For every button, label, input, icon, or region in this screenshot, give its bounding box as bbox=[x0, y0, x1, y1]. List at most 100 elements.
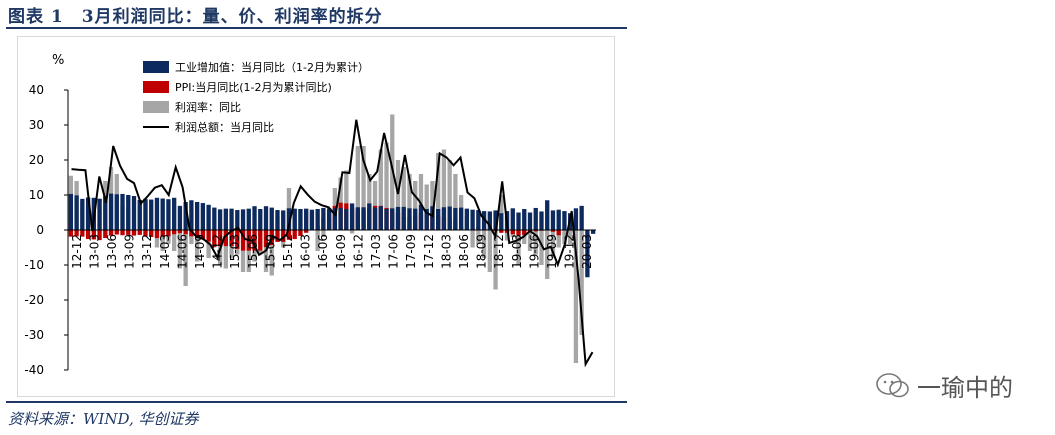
ppi-bar bbox=[131, 230, 137, 236]
industrial-output-bar bbox=[166, 199, 171, 230]
profit-margin-bar bbox=[562, 230, 567, 244]
industrial-output-bar bbox=[481, 211, 487, 230]
x-tick-label: 18-09 bbox=[475, 234, 489, 269]
industrial-output-bar bbox=[286, 208, 292, 230]
industrial-output-bar bbox=[390, 208, 395, 230]
ppi-bar bbox=[550, 230, 556, 232]
watermark-text: 一瑜中的 bbox=[917, 374, 1013, 402]
x-tick-label: 15-03 bbox=[228, 234, 242, 269]
industrial-output-bar bbox=[326, 208, 332, 230]
ppi-bar bbox=[120, 230, 125, 236]
industrial-output-bar bbox=[533, 207, 538, 230]
industrial-output-bar bbox=[85, 197, 91, 230]
ppi-bar bbox=[510, 230, 515, 235]
ppi-bar bbox=[499, 230, 504, 233]
ppi-bar bbox=[252, 230, 257, 251]
industrial-output-bar bbox=[418, 204, 424, 230]
ppi-bar bbox=[298, 230, 303, 236]
ppi-bar bbox=[200, 230, 206, 240]
profit-margin-bar bbox=[269, 230, 274, 276]
y-tick-label: -30 bbox=[24, 328, 44, 342]
profit-margin-bar bbox=[413, 181, 418, 230]
industrial-output-bar bbox=[384, 209, 389, 230]
ppi-bar bbox=[126, 230, 131, 235]
profit-margin-bar bbox=[177, 230, 183, 269]
profit-margin-bar bbox=[424, 184, 429, 230]
industrial-output-bar bbox=[447, 206, 452, 230]
profit-margin-bar bbox=[154, 230, 160, 248]
ppi-bar bbox=[217, 230, 223, 247]
ppi-bar bbox=[194, 230, 200, 238]
x-tick-label: 17-09 bbox=[404, 234, 418, 269]
industrial-output-bar bbox=[355, 207, 360, 230]
industrial-output-bar bbox=[206, 204, 211, 230]
profit-margin-bar bbox=[579, 230, 584, 335]
profit-margin-bar bbox=[499, 195, 504, 230]
legend-label: PPI:当月同比(1-2月为累计同比) bbox=[175, 80, 332, 94]
ppi-bar bbox=[533, 230, 538, 232]
industrial-output-bar bbox=[401, 206, 406, 230]
industrial-output-bar bbox=[464, 208, 470, 230]
title-rule bbox=[6, 27, 627, 29]
ppi-bar bbox=[74, 230, 79, 237]
source-note: 资料来源：WIND, 华创证券 bbox=[8, 410, 199, 428]
profit-margin-bar bbox=[321, 230, 326, 237]
industrial-output-bar bbox=[229, 208, 234, 230]
x-tick-label: 16-09 bbox=[334, 234, 348, 269]
x-tick-label: 14-03 bbox=[158, 234, 172, 269]
x-tick-label: 17-06 bbox=[387, 234, 401, 269]
y-tick-label: 10 bbox=[29, 188, 44, 202]
industrial-output-bar bbox=[407, 208, 412, 230]
x-tick-label: 18-03 bbox=[439, 234, 453, 269]
industrial-output-bar bbox=[378, 206, 383, 230]
profit-margin-bar bbox=[355, 146, 360, 230]
y-unit-label: % bbox=[52, 53, 64, 68]
industrial-output-bar bbox=[367, 203, 372, 230]
x-tick-label: 18-06 bbox=[457, 234, 471, 269]
industrial-output-bar bbox=[413, 208, 418, 230]
industrial-output-bar bbox=[556, 209, 561, 230]
ppi-bar bbox=[258, 230, 263, 251]
industrial-output-bar bbox=[68, 193, 74, 230]
x-tick-label: 16-12 bbox=[351, 234, 365, 269]
industrial-output-bar bbox=[177, 205, 183, 230]
x-tick-label: 19-12 bbox=[563, 234, 577, 269]
ppi-bar bbox=[85, 230, 91, 240]
ppi-bar bbox=[80, 230, 85, 237]
industrial-output-bar bbox=[298, 209, 303, 230]
industrial-output-bar bbox=[516, 212, 521, 230]
legend-swatch bbox=[143, 101, 169, 113]
industrial-output-bar bbox=[458, 207, 464, 230]
industrial-output-bar bbox=[430, 206, 435, 230]
ppi-bar bbox=[114, 230, 119, 235]
industrial-output-bar bbox=[246, 208, 251, 230]
industrial-output-bar bbox=[590, 230, 596, 234]
industrial-output-bar bbox=[108, 193, 114, 230]
ppi-bar bbox=[286, 230, 292, 240]
ppi-bar bbox=[137, 230, 142, 235]
x-tick-label: 14-06 bbox=[175, 234, 189, 269]
ppi-bar bbox=[522, 230, 527, 235]
x-tick-label: 17-03 bbox=[369, 234, 383, 269]
profit-margin-bar bbox=[533, 230, 538, 255]
industrial-output-bar bbox=[189, 200, 194, 230]
x-tick-label: 14-12 bbox=[211, 234, 225, 269]
ppi-bar bbox=[172, 230, 177, 235]
y-tick-label: 40 bbox=[29, 83, 44, 97]
x-tick-label: 15-06 bbox=[246, 234, 260, 269]
profit-margin-bar bbox=[246, 230, 251, 272]
industrial-output-bar bbox=[424, 209, 429, 230]
profit-margin-bar bbox=[407, 174, 412, 230]
profit-margin-bar bbox=[573, 230, 579, 363]
chart-frame: % 40 30 20 10 0 -10 -20 -30 -40 12-12 13-03 13-06 13-… bbox=[17, 36, 615, 397]
industrial-output-bar bbox=[493, 210, 498, 230]
chart-canvas: % 40 30 20 10 0 -10 -20 -30 -40 12-12 13-03 13-06 13-… bbox=[24, 53, 596, 377]
x-tick-label: 13-12 bbox=[140, 234, 154, 269]
industrial-output-bar bbox=[470, 209, 475, 230]
profit-margin-bar bbox=[401, 167, 406, 230]
industrial-output-bar bbox=[258, 209, 263, 230]
industrial-output-bar bbox=[573, 208, 579, 230]
profit-margin-bar bbox=[378, 149, 383, 230]
ppi-bar bbox=[183, 230, 188, 235]
legend-label: 利润总额：当月同比 bbox=[175, 120, 274, 134]
